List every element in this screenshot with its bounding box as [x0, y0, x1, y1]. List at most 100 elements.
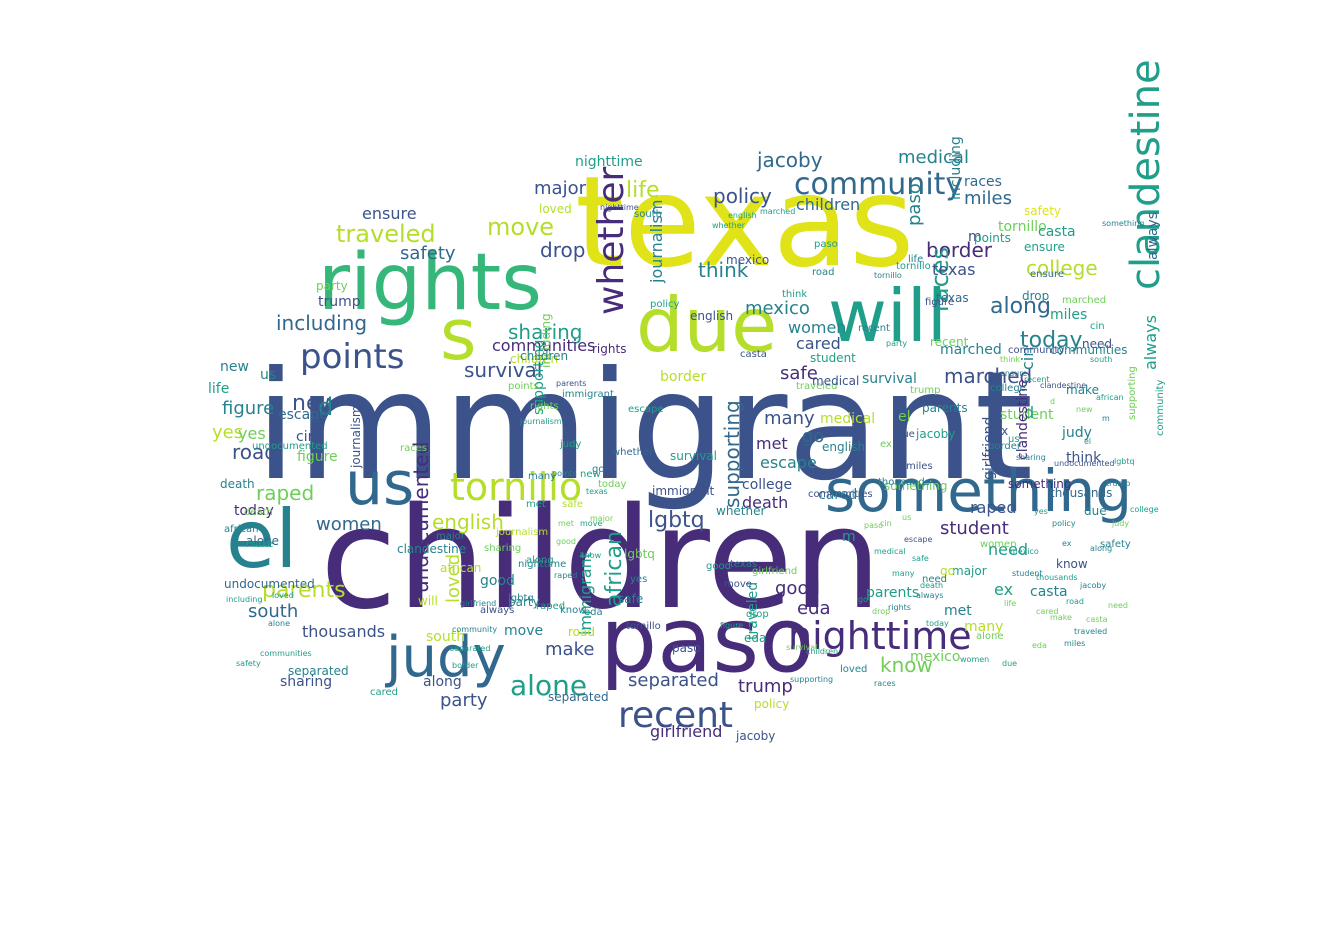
word-us: us: [902, 513, 912, 522]
word-will: will: [418, 594, 438, 608]
word-policy: policy: [650, 299, 680, 310]
word-yes: yes: [1034, 507, 1048, 516]
word-due: due: [636, 281, 778, 369]
word-raped: raped: [970, 498, 1017, 517]
word-texas: texas: [936, 291, 969, 305]
word-move: move: [487, 213, 555, 241]
word-medical: medical: [812, 374, 860, 388]
word-d: d: [1050, 397, 1056, 406]
word-south: south: [248, 601, 299, 622]
word-immigrant: immigrant: [576, 551, 595, 635]
word-el: el: [226, 493, 298, 586]
word-ensure: ensure: [1000, 369, 1028, 378]
word-nighttime: nighttime: [518, 559, 567, 570]
word-m: m: [968, 229, 982, 245]
word-tornillo: tornillo: [626, 621, 661, 632]
word-texas: texas: [730, 559, 758, 570]
word-safety: safety: [1100, 539, 1131, 550]
word-today: today: [926, 619, 949, 628]
word-yes: yes: [238, 424, 266, 443]
word-recent: recent: [1024, 375, 1050, 384]
word-s: s: [440, 294, 477, 376]
word-nighttime: nighttime: [788, 614, 972, 658]
word-lgbtq: lgbtq: [1114, 457, 1135, 466]
word-whether: whether: [591, 166, 632, 315]
word-lgbtq: lgbtq: [624, 547, 655, 561]
word-safety: safety: [236, 659, 261, 668]
word-m: m: [1102, 414, 1110, 423]
word-races: races: [874, 679, 896, 688]
word-lgbtq: lgbtq: [648, 508, 705, 533]
word-along: along: [526, 555, 554, 566]
word-journalism: journalism: [349, 405, 363, 468]
word-tornillo: tornillo: [450, 465, 583, 509]
word-women: women: [980, 539, 1017, 550]
word-will: will: [828, 274, 947, 358]
word-miles: miles: [964, 188, 1012, 209]
word-tornillo: tornillo: [874, 271, 902, 280]
word-el: el: [1084, 437, 1092, 446]
word-met: met: [558, 519, 574, 528]
word-always: always: [480, 605, 515, 616]
word-border: border: [660, 369, 707, 385]
word-mexico: mexico: [910, 649, 961, 665]
word-met: met: [526, 499, 546, 510]
word-us: us: [1008, 434, 1020, 445]
word-raped: raped: [554, 571, 578, 580]
word-drop: drop: [872, 607, 891, 616]
word-policy: policy: [754, 697, 790, 711]
word-thousands: thousands: [1050, 486, 1113, 500]
word-know: know: [1056, 557, 1088, 571]
word-need: need: [922, 574, 947, 585]
word-party: party: [440, 690, 488, 711]
word-go: go: [940, 564, 955, 578]
word-points: points: [508, 381, 539, 392]
word-judy: judy: [1062, 425, 1092, 441]
word-safety: safety: [1024, 204, 1062, 218]
word-sharing: sharing: [484, 543, 522, 554]
word-student: student: [1000, 407, 1054, 423]
word-alone: alone: [976, 631, 1004, 642]
word-go: go: [858, 595, 868, 604]
word-safety: safety: [400, 243, 456, 264]
word-college: college: [742, 477, 793, 493]
word-many: many: [964, 619, 1004, 635]
word-know: know: [880, 653, 933, 677]
word-points: points: [300, 337, 405, 377]
word-miles: miles: [1064, 639, 1086, 648]
word-cin: cin: [880, 519, 892, 528]
word-drop: drop: [746, 609, 769, 620]
word-d: d: [1024, 403, 1035, 422]
word-road: road: [812, 267, 835, 278]
word-undocumented: undocumented: [224, 577, 315, 591]
word-survival: survival: [786, 643, 818, 652]
word-recent: recent: [618, 695, 734, 736]
word-major: major: [952, 564, 987, 578]
word-whether: whether: [716, 504, 766, 518]
word-along: along: [990, 294, 1051, 319]
word-nighttime: nighttime: [575, 154, 643, 170]
word-border: border: [926, 238, 993, 262]
word-new: new: [1076, 405, 1093, 414]
word-loved: loved: [272, 591, 294, 600]
word-rights: rights: [592, 342, 627, 356]
word-figure: figure: [297, 449, 338, 465]
word-ensure: ensure: [1030, 269, 1065, 280]
word-know: know: [560, 605, 587, 616]
word-communities: communities: [260, 649, 312, 658]
word-community: community: [1008, 345, 1065, 356]
word-survival: survival: [464, 358, 543, 382]
word-alone: alone: [246, 534, 280, 548]
word-women: women: [960, 655, 990, 664]
word-cared: cared: [370, 687, 399, 698]
word-undocumented: undocumented: [252, 441, 328, 452]
word-jacoby: jacoby: [757, 148, 823, 172]
word-traveled: traveled: [336, 220, 436, 248]
word-traveled: traveled: [796, 381, 838, 392]
word-communities: communities: [808, 489, 873, 500]
word-recent: recent: [858, 323, 890, 334]
word-us: us: [260, 367, 277, 383]
word-parents: parents: [556, 379, 587, 388]
word-party: party: [316, 279, 348, 293]
word-south: south: [426, 629, 466, 645]
